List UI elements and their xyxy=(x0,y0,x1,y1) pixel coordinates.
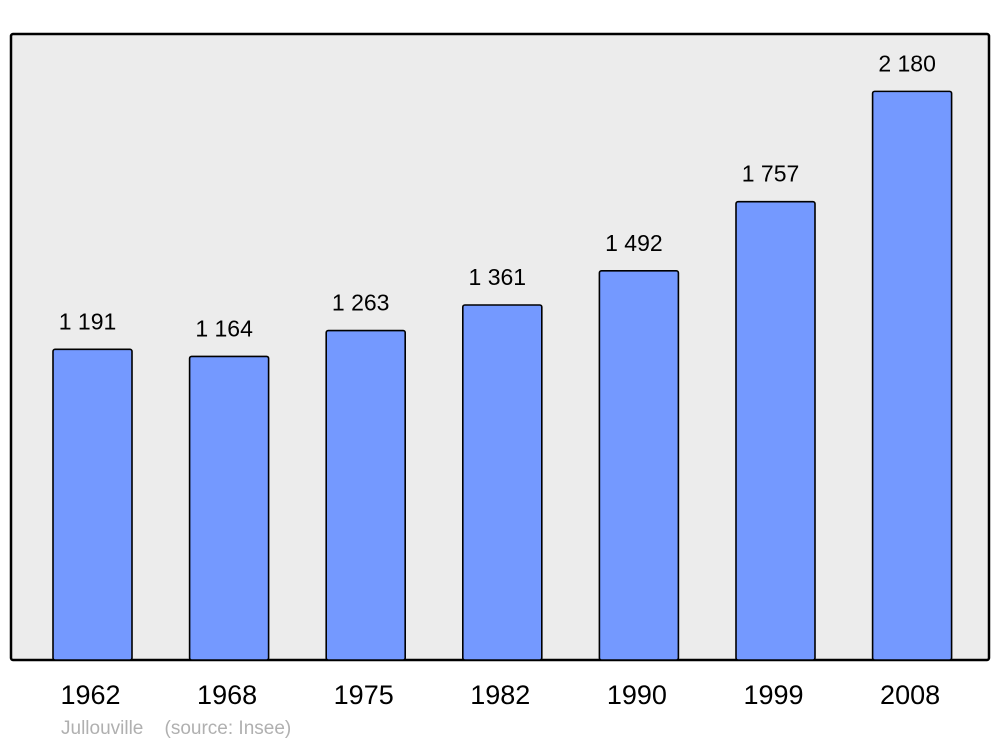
x-tick-label: 1982 xyxy=(470,680,530,710)
value-label: 1 164 xyxy=(195,315,253,341)
value-label: 1 492 xyxy=(605,230,663,256)
value-label: 1 361 xyxy=(469,264,527,290)
value-label: 1 263 xyxy=(332,290,390,316)
x-tick-label: 1962 xyxy=(60,680,120,710)
caption: Jullouville (source: Insee) xyxy=(61,718,291,740)
x-tick-label: 1999 xyxy=(743,680,803,710)
caption-source: (source: Insee) xyxy=(164,718,292,739)
value-label: 1 757 xyxy=(742,161,800,187)
x-tick-label: 1990 xyxy=(607,680,667,710)
x-tick-label: 1975 xyxy=(334,680,394,710)
bar-1968 xyxy=(188,355,270,661)
x-tick-label: 2008 xyxy=(880,680,940,710)
bar-2008 xyxy=(871,90,953,661)
bar-1999 xyxy=(735,200,816,661)
x-tick-label: 1968 xyxy=(197,680,257,710)
bar-1982 xyxy=(461,304,543,661)
value-label: 2 180 xyxy=(878,50,936,76)
caption-place: Jullouville xyxy=(61,718,144,739)
bar-1990 xyxy=(598,270,680,661)
bar-1962 xyxy=(52,348,133,661)
value-label: 1 191 xyxy=(59,308,117,334)
bar-1975 xyxy=(325,329,407,661)
